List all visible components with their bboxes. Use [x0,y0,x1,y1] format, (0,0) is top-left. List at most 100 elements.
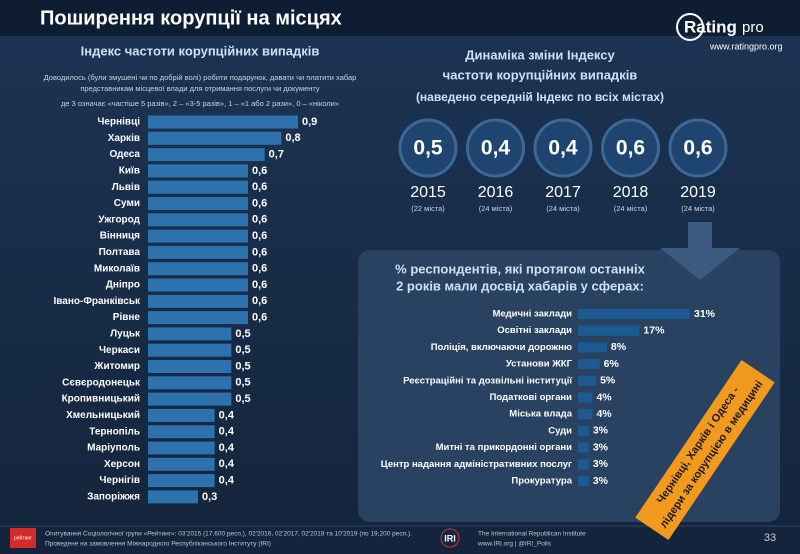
bar [578,359,600,370]
bar [148,441,215,455]
category-label: Тернопіль [89,426,140,437]
footer-commission: Проведене на замовлення Міжнародного Рес… [45,540,271,548]
value-label: 0,4 [219,442,235,454]
category-label: Луцьк [110,329,141,340]
bar [148,327,232,341]
chart-subtitle: представникам місцевої влади для отриман… [80,84,320,93]
year-note: (24 міста) [479,204,513,213]
header-band [0,0,800,36]
year-label: 2018 [613,184,649,201]
value-label: 0,6 [252,181,267,193]
brand-logo-text: рейтинг [14,534,32,541]
category-label: Центр надання адміністративних послуг [381,459,572,470]
annotation-box [635,360,775,540]
category-label: Херсон [104,459,140,470]
value-label: 0,6 [252,230,267,242]
chart-subtitle: Доводилось (були змушені чи по добрій во… [44,73,357,82]
value-label: 4% [596,391,612,403]
chart-title: Індекс частоти корупційних випадків [81,43,320,58]
category-label: Вінниця [100,231,140,242]
value-label: 3% [593,441,609,453]
bar [578,476,589,486]
category-label: Івано-Франківськ [54,296,141,307]
value-label: 0,5 [235,344,250,356]
bar [578,325,640,336]
bar [578,375,597,386]
bar [148,343,232,357]
value-label: 0,4 [548,137,578,160]
logo-url: www.ratingpro.org [709,41,783,51]
bar [148,197,248,210]
bar [578,309,690,319]
value-label: 6% [604,358,620,370]
bar [578,409,593,420]
category-label: Кропивницький [62,394,140,405]
value-label: 0,9 [302,116,317,128]
value-label: 0,6 [252,295,267,307]
bar [148,164,248,178]
category-label: Одеса [109,149,140,160]
category-label: Міська влада [509,409,572,420]
page-number: 33 [764,532,776,544]
bar [148,245,248,259]
category-label: Хмельницький [66,410,140,421]
value-label: 0,6 [252,279,267,291]
bar [148,360,232,373]
category-label: Маріуполь [87,443,140,454]
value-label: 3% [593,425,609,437]
category-label: Реєстраційні та дозвільні інституції [403,375,572,386]
bar [578,342,607,353]
bar [148,148,265,162]
category-label: Львів [112,182,140,193]
value-label: 0,3 [202,491,217,503]
value-label: 0,5 [235,360,250,372]
bar [578,442,589,453]
bar [148,294,248,308]
category-label: Полтава [99,247,141,258]
bar [578,425,589,436]
bar [148,392,232,406]
chart-subtitle: (наведено середній Індекс по всіх містах… [416,90,664,104]
category-label: Суми [114,198,140,209]
year-label: 2017 [545,184,581,201]
category-label: Рівне [113,312,141,323]
iri-name: The International Republican Institute [478,531,586,538]
category-label: Митні та прикордонні органи [436,442,573,453]
year-note: (24 міста) [546,204,580,213]
logo-suffix: pro [742,19,764,36]
value-label: 8% [611,341,627,353]
value-label: 0,4 [219,409,235,421]
value-label: 0,5 [413,137,443,160]
bar [148,457,215,471]
footer-survey: Опитування Соціологічної групи «Рейтинг»… [45,530,412,538]
category-label: Суди [548,425,572,436]
value-label: 0,6 [683,137,712,160]
year-note: (24 міста) [681,204,715,213]
value-label: 0,4 [219,426,235,438]
bar [148,131,282,145]
page-title: Поширення корупції на місцях [40,7,342,29]
chart-title: Динаміка зміни Індексу [465,47,615,62]
value-label: 5% [600,375,616,387]
index-circle [601,118,660,178]
category-label: Київ [119,166,140,177]
iri-globe [440,528,460,548]
value-label: 31% [694,308,716,320]
bar [578,392,593,403]
category-label: Чернівці [97,117,140,128]
brand-logo [10,528,36,548]
category-label: Сєвєродонецьк [62,377,141,388]
value-label: 0,4 [219,475,235,487]
index-circle [533,118,593,178]
category-label: Прокуратура [511,476,572,487]
logo-brand: Rating [684,17,737,36]
bar [148,311,248,325]
category-label: Миколаїв [94,263,140,274]
value-label: 0,5 [235,328,250,340]
chart-subtitle: де 3 означає «частіше 5 разів», 2 – «3-5… [61,99,339,108]
value-label: 3% [593,458,609,470]
chart-title: частоти корупційних випадків [443,67,638,82]
value-label: 0,8 [285,132,300,144]
category-label: Податкові органи [490,392,573,403]
